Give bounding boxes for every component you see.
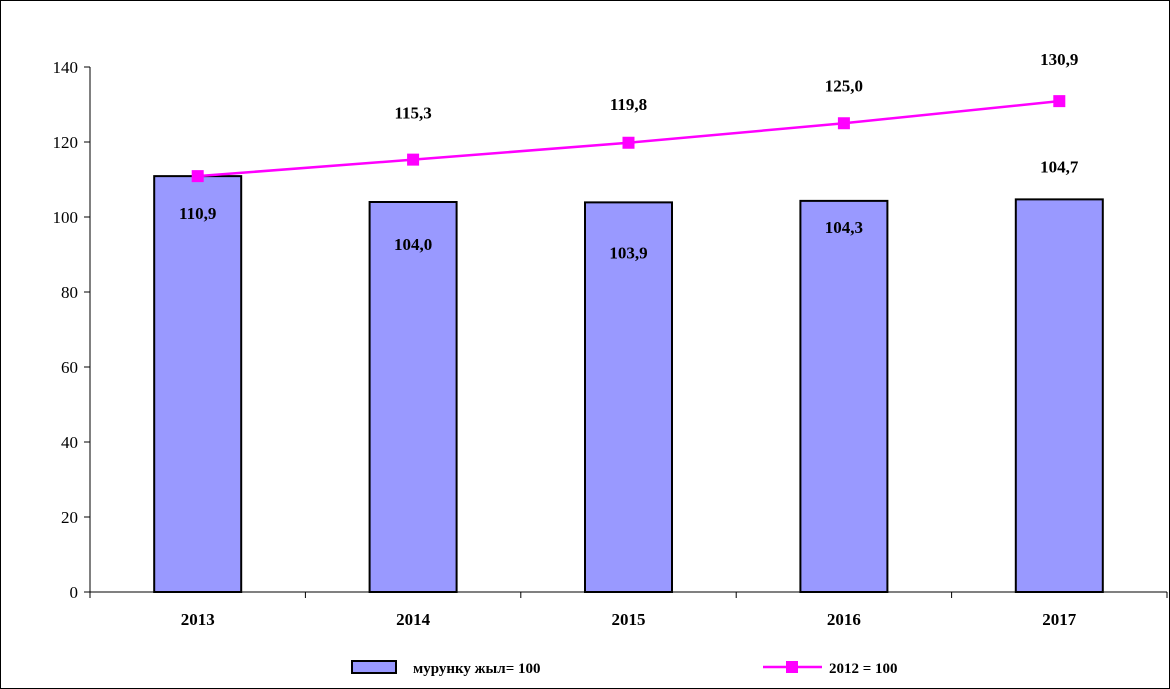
line-marker-2016: [837, 117, 850, 130]
legend: мурунку жыл= 100 2012 = 100: [351, 660, 898, 677]
y-tick-label: 20: [61, 508, 78, 527]
bar-data-label: 103,9: [609, 243, 647, 262]
axes-layer: 0 20 40 60 80 100 120 140 2013 2014 2015 2016 2017: [53, 58, 1168, 629]
x-tick-label: 2016: [827, 610, 861, 629]
line-data-label: 119,8: [610, 95, 647, 114]
bar-2014: [368, 201, 458, 593]
line-data-label: 130,9: [1040, 50, 1078, 69]
legend-swatch-marker: [786, 661, 798, 673]
line-data-label: 125,0: [825, 76, 863, 95]
bar-2017: [1014, 198, 1104, 593]
bars-layer: [153, 175, 1104, 593]
y-tick-label: 80: [61, 283, 78, 302]
line-marker-2013: [191, 170, 204, 183]
bar-2015: [584, 201, 673, 593]
x-tick-label: 2014: [396, 610, 431, 629]
bar-2013: [153, 175, 243, 593]
y-tick-label: 0: [70, 583, 79, 602]
y-tick-label: 140: [53, 58, 79, 77]
line-layer: [191, 95, 1066, 183]
bar-data-label: 104,0: [394, 235, 432, 254]
line-marker-2017: [1053, 95, 1066, 108]
bar-2016: [799, 199, 889, 593]
x-tick-label: 2013: [181, 610, 215, 629]
bar-data-label: 110,9: [179, 204, 216, 223]
line-data-label: 115,3: [394, 104, 431, 123]
y-tick-label: 40: [61, 433, 78, 452]
x-tick-label: 2017: [1042, 610, 1077, 629]
y-tick-label: 120: [53, 133, 79, 152]
legend-label-line: 2012 = 100: [829, 661, 898, 677]
bar-data-label: 104,3: [825, 218, 863, 237]
line-marker-2014: [407, 153, 420, 166]
legend-swatch-bars: [351, 660, 397, 674]
y-tick-label: 100: [53, 208, 79, 227]
legend-label-bars: мурунку жыл= 100: [413, 661, 541, 677]
line-marker-2015: [622, 136, 635, 149]
y-tick-label: 60: [61, 358, 78, 377]
labels-layer: 110,9 104,0 103,9 104,3 104,7 115,3 119,8 125,0…: [179, 50, 1079, 262]
x-tick-label: 2015: [612, 610, 646, 629]
bar-data-label: 104,7: [1040, 157, 1079, 176]
